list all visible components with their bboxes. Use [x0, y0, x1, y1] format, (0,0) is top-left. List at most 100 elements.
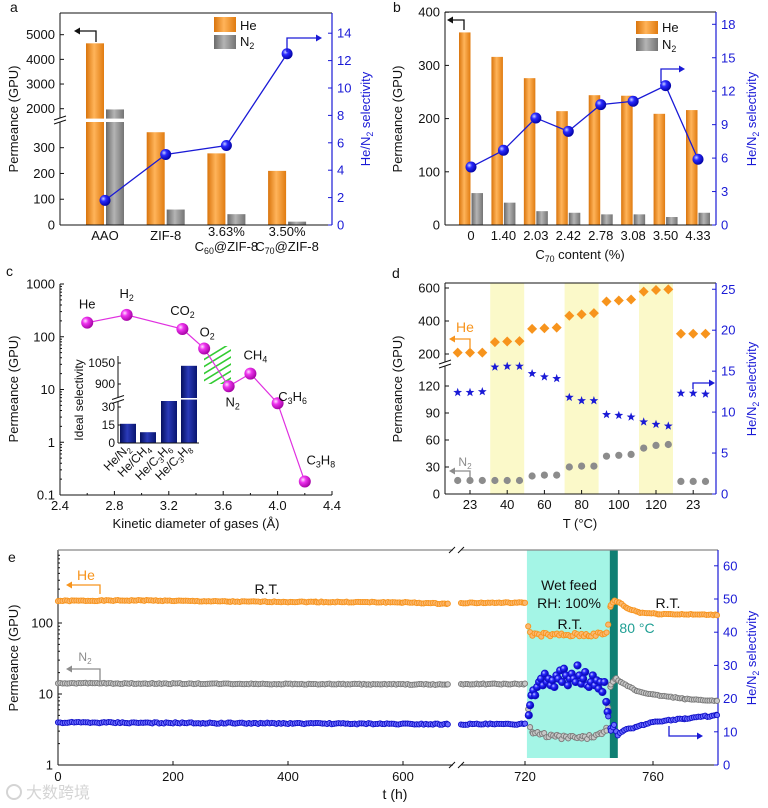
selectivity-marker — [99, 194, 111, 206]
n2-marker — [565, 463, 573, 471]
subscript: 2 — [365, 132, 375, 137]
x-tick-label: ZIF-8 — [150, 228, 181, 243]
temperature-band — [490, 283, 525, 494]
x-tick-label: 2.42 — [556, 228, 581, 243]
text-part: Ideal selectivity — [72, 359, 86, 440]
axis-break-gap — [453, 761, 461, 769]
selectivity-marker — [540, 372, 549, 381]
subscript: 6 — [302, 396, 307, 406]
n2-bar — [666, 217, 678, 225]
subscript: 2 — [249, 41, 254, 51]
subscript: 8 — [186, 446, 196, 456]
text-part: N — [458, 455, 467, 469]
he-marker — [521, 599, 529, 606]
selectivity-marker — [595, 99, 607, 111]
selectivity-marker — [477, 387, 487, 396]
y2-axis-title: He/N2 selectivity — [358, 71, 375, 166]
selectivity-marker — [676, 388, 686, 397]
inset-y-axis-title: Ideal selectivity — [72, 359, 86, 440]
n2-bar — [166, 209, 185, 225]
selectivity-marker — [490, 362, 500, 371]
n2-marker — [627, 450, 635, 458]
he-marker — [539, 323, 550, 334]
selectivity-marker — [605, 713, 612, 720]
selectivity-marker — [515, 361, 524, 370]
y-tick-label: 200 — [418, 111, 440, 126]
y-axis-title: Permeance (GPU) — [6, 66, 21, 173]
n2-marker — [444, 681, 451, 688]
axis-break-mark — [53, 119, 67, 125]
y-tick-label: 0 — [433, 487, 440, 502]
legend-n2-swatch — [214, 35, 236, 49]
gas-marker — [81, 316, 94, 329]
subscript: 2 — [190, 310, 195, 320]
selectivity-marker — [562, 125, 574, 137]
text-part: Permeance (GPU) — [390, 336, 405, 443]
series-2 — [54, 661, 721, 739]
he-series-label: He — [456, 319, 474, 335]
x-tick-label: 3.50 — [653, 228, 678, 243]
axis-break-mark — [438, 363, 452, 369]
he-bar — [556, 111, 568, 225]
n2-axis-arrow-head — [449, 467, 455, 475]
he-marker — [675, 328, 686, 339]
x-tick-label: 3.50% — [269, 224, 306, 239]
n2-marker — [664, 440, 672, 449]
y2-tick-label: 20 — [721, 323, 735, 338]
n2-axis-arrow — [455, 470, 471, 479]
axis-break-gap — [439, 362, 451, 366]
selectivity-marker — [688, 388, 698, 397]
y2-axis-title: He/N2 selectivity — [744, 610, 761, 705]
n2-marker — [515, 476, 524, 485]
he-marker — [588, 308, 599, 319]
y-tick-label: 2000 — [26, 101, 55, 116]
he-marker — [514, 336, 525, 347]
x-tick-label: 720 — [514, 769, 536, 784]
x-tick-label: 2.4 — [51, 498, 69, 513]
selectivity-marker — [614, 410, 624, 420]
selectivity-marker — [564, 392, 574, 402]
n2-marker — [640, 444, 648, 452]
subscript: 2 — [751, 402, 761, 407]
subscript: 2 — [210, 331, 215, 341]
n2-marker — [713, 697, 721, 704]
gas-marker — [120, 308, 133, 321]
selectivity-marker — [651, 419, 661, 429]
n2-bar — [288, 221, 307, 225]
n2-axis-arrow — [72, 668, 101, 681]
n2-marker — [677, 477, 685, 485]
text-part: He — [456, 319, 474, 335]
right-axis-arrow-head — [316, 34, 322, 42]
y-tick-label: 300 — [418, 58, 440, 73]
text-part: @ZIF-8 — [275, 239, 319, 254]
hatch-line — [208, 370, 231, 384]
heating-band — [609, 550, 618, 758]
text-part: Permeance (GPU) — [6, 66, 21, 173]
text-part: He — [77, 567, 95, 583]
he-bar — [523, 78, 536, 225]
selectivity-marker — [527, 369, 537, 378]
gas-label: C3H6 — [278, 389, 307, 406]
he-bar — [86, 43, 104, 226]
legend-n2-label: N2 — [240, 34, 254, 51]
gas-label: O2 — [200, 324, 215, 341]
selectivity-marker — [552, 373, 562, 383]
y-tick-label: 5000 — [26, 27, 55, 42]
subscript: 60 — [204, 246, 214, 256]
legend-he-swatch — [636, 21, 658, 34]
left-axis-arrow — [453, 19, 465, 30]
he-axis-arrow-head — [66, 581, 72, 589]
gas-label: H2 — [119, 286, 133, 303]
n2-marker — [478, 476, 486, 485]
y-tick-label: 1 — [46, 758, 53, 773]
subscript: 6 — [166, 446, 176, 456]
y-tick-label: 400 — [418, 314, 440, 329]
x-tick-label: 600 — [392, 769, 414, 784]
axis-break-mark — [448, 546, 456, 554]
subscript: 70 — [265, 246, 275, 256]
text-part: T (°C) — [563, 516, 598, 531]
y2-tick-label: 50 — [723, 592, 737, 607]
n2-bar — [698, 212, 711, 225]
subscript: 2 — [671, 44, 676, 54]
subscript: 2 — [751, 671, 761, 676]
